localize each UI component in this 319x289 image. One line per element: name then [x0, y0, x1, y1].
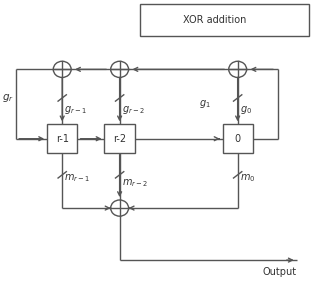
FancyBboxPatch shape: [140, 4, 309, 36]
Text: - - -: - - -: [163, 64, 194, 74]
Text: r-1: r-1: [56, 134, 69, 144]
Text: $m_0$: $m_0$: [240, 172, 255, 184]
FancyBboxPatch shape: [105, 124, 135, 153]
FancyBboxPatch shape: [47, 124, 77, 153]
Text: XOR addition: XOR addition: [183, 15, 247, 25]
Text: $m_{r-2}$: $m_{r-2}$: [122, 178, 148, 189]
Text: $m_{r-1}$: $m_{r-1}$: [64, 172, 91, 184]
Text: $g_{r-1}$: $g_{r-1}$: [64, 104, 87, 116]
Text: $g_1$: $g_1$: [199, 98, 211, 110]
FancyBboxPatch shape: [223, 124, 253, 153]
Text: $g_r$: $g_r$: [3, 92, 14, 104]
Text: 0: 0: [234, 134, 241, 144]
Text: r-2: r-2: [113, 134, 126, 144]
Text: - - -: - - -: [163, 134, 194, 144]
Text: $g_{r-2}$: $g_{r-2}$: [122, 104, 145, 116]
Text: $g_0$: $g_0$: [240, 104, 252, 116]
Text: Output: Output: [263, 267, 297, 277]
